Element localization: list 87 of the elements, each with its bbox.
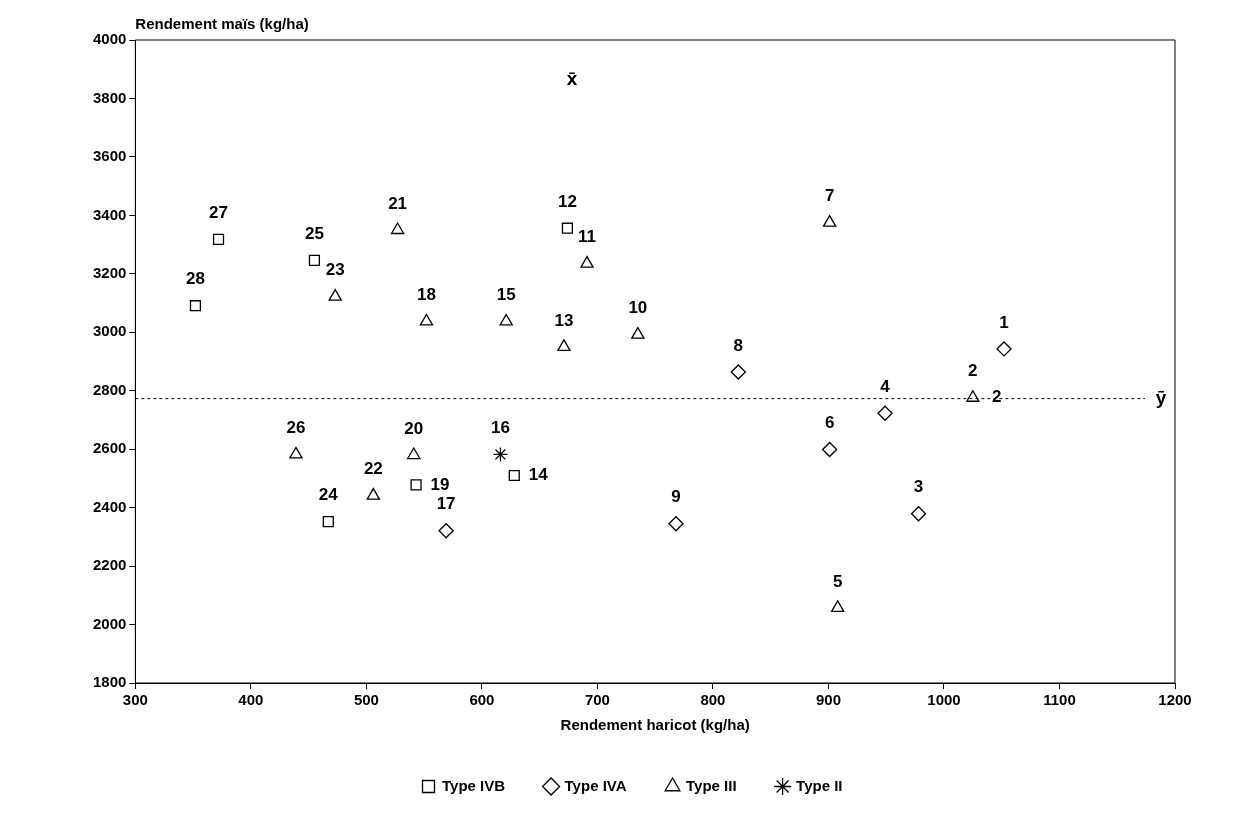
point [390, 222, 405, 235]
annotation: 26 [286, 418, 306, 438]
annotation: 7 [824, 186, 835, 206]
annotation: 10 [628, 298, 648, 318]
point [877, 405, 893, 421]
x-axis-title: Rendement haricot (kg/ha) [560, 716, 750, 734]
y-tick-label: 3200 [92, 263, 127, 281]
annotation: 4 [880, 376, 891, 396]
point [631, 326, 645, 339]
x-tick-label: 1000 [927, 691, 961, 709]
ref-line-label: ȳ [1155, 386, 1167, 408]
annotation: 14 [528, 465, 549, 485]
annotation: 17 [436, 494, 456, 514]
point [508, 469, 520, 482]
legend-label: Type III [686, 776, 737, 794]
annotation: 25 [304, 224, 324, 244]
annotation: 19 [430, 474, 450, 494]
annotation: 15 [496, 285, 516, 305]
y-tick-label: 3400 [92, 205, 127, 223]
annotation: 23 [325, 260, 345, 280]
point [822, 215, 837, 227]
annotation: 6 [824, 413, 835, 433]
annotation: 3 [913, 477, 924, 497]
point [438, 523, 454, 539]
x-tick-label: 600 [469, 691, 495, 709]
y-tick-label: 2200 [92, 556, 127, 574]
y-axis-title: Rendement maïs (kg/ha) [135, 14, 309, 32]
point [308, 254, 321, 266]
x-tick-label: 900 [815, 691, 841, 709]
annotation: 1 [999, 312, 1009, 332]
point [419, 313, 434, 326]
annotation: 12 [557, 191, 577, 211]
annotation: 5 [832, 571, 843, 591]
x-tick-label: 800 [700, 691, 726, 709]
x-tick-label: 1100 [1043, 691, 1076, 709]
annotation: 20 [404, 418, 424, 438]
point [966, 390, 980, 402]
y-tick-label: 3800 [92, 88, 127, 106]
y-tick-label: 3600 [92, 147, 127, 165]
point [322, 516, 334, 528]
annotation: 8 [733, 335, 744, 355]
point [499, 313, 513, 326]
annotation: 27 [209, 203, 228, 223]
point [668, 516, 684, 532]
annotation: 2 [968, 361, 978, 381]
point [492, 446, 509, 463]
annotation: 2 [992, 387, 1002, 407]
annotation: 16 [490, 418, 510, 438]
y-tick-label: 2800 [92, 380, 127, 398]
annotation: 22 [363, 459, 383, 479]
legend-label: Type IVA [564, 776, 627, 794]
annotation: 13 [554, 310, 574, 330]
annotation: 11 [578, 227, 597, 247]
y-tick-label: 2000 [92, 614, 127, 632]
y-tick-label: 1800 [92, 673, 127, 691]
annotation: 28 [185, 269, 205, 289]
annotation: 21 [388, 193, 408, 213]
y-tick-label: 2400 [92, 497, 127, 515]
y-tick-label: 3000 [92, 322, 127, 340]
x-tick-label: 1200 [1158, 691, 1192, 709]
x-tick-label: 700 [584, 691, 610, 709]
legend-label: Type IVB [442, 776, 506, 794]
legend-label: Type II [796, 776, 843, 794]
point [996, 341, 1012, 357]
point [289, 446, 303, 459]
point [366, 488, 381, 500]
point [557, 339, 571, 352]
x-tick-label: 300 [122, 691, 148, 709]
x-tick-label: 500 [353, 691, 379, 709]
annotation: x̄ [566, 68, 578, 90]
point [407, 447, 421, 460]
x-tick-label: 400 [238, 691, 264, 709]
point [821, 441, 838, 458]
point [830, 600, 845, 613]
annotation: 9 [671, 487, 681, 507]
point [730, 364, 747, 380]
annotation: 24 [318, 485, 339, 505]
point [910, 506, 927, 522]
point [580, 255, 594, 268]
point [328, 288, 342, 301]
annotation: 18 [417, 285, 436, 305]
point [212, 233, 225, 245]
point [189, 300, 202, 312]
y-tick-label: 4000 [92, 30, 127, 48]
y-tick-label: 2600 [92, 439, 127, 457]
point [561, 222, 573, 234]
point [410, 479, 422, 491]
